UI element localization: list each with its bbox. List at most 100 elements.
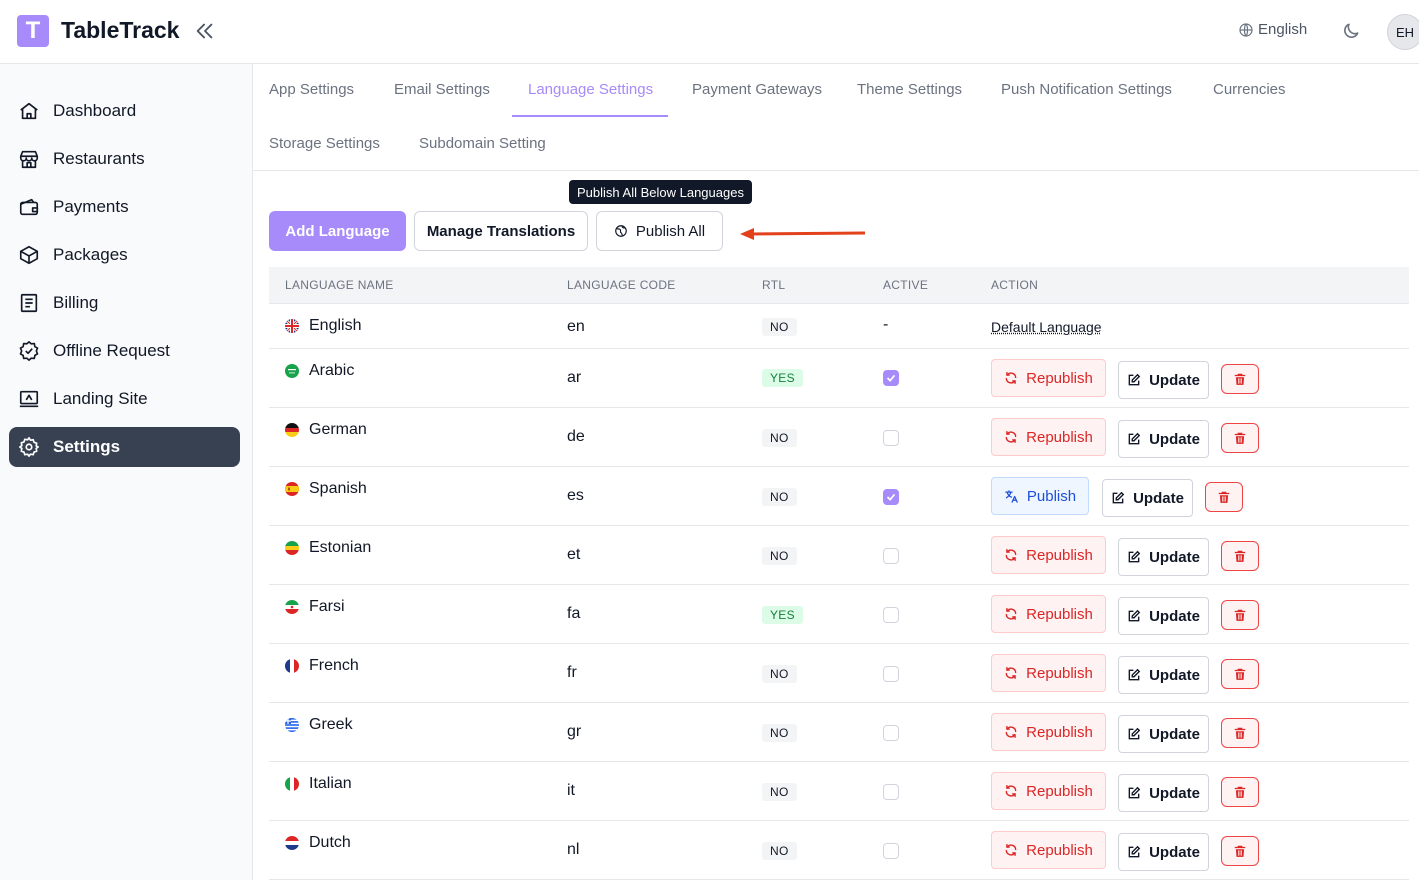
sidebar-item-offline-request[interactable]: Offline Request <box>9 331 240 371</box>
update-button[interactable]: Update <box>1118 420 1209 458</box>
update-button[interactable]: Update <box>1118 538 1209 576</box>
refresh-icon <box>1004 725 1018 739</box>
moon-icon[interactable] <box>1341 21 1361 41</box>
active-checkbox[interactable] <box>883 725 899 741</box>
update-label: Update <box>1149 667 1200 684</box>
tab-email-settings[interactable]: Email Settings <box>394 81 490 98</box>
delete-button[interactable] <box>1221 659 1259 689</box>
publish-all-button[interactable]: Publish All <box>596 211 723 251</box>
update-label: Update <box>1133 490 1184 507</box>
sidebar-item-dashboard[interactable]: Dashboard <box>9 91 240 131</box>
home-icon <box>18 100 40 122</box>
active-checkbox[interactable] <box>883 666 899 682</box>
manage-translations-button[interactable]: Manage Translations <box>414 211 588 251</box>
update-button[interactable]: Update <box>1102 479 1193 517</box>
delete-button[interactable] <box>1221 364 1259 394</box>
language-name-cell: French <box>285 657 359 675</box>
uk-flag-icon <box>285 319 299 333</box>
republish-button[interactable]: Republish <box>991 713 1106 751</box>
republish-button[interactable]: Republish <box>991 772 1106 810</box>
delete-button[interactable] <box>1221 600 1259 630</box>
language-selector[interactable]: English <box>1238 21 1307 38</box>
active-checkbox[interactable] <box>883 370 899 386</box>
delete-button[interactable] <box>1221 423 1259 453</box>
update-button[interactable]: Update <box>1118 361 1209 399</box>
update-button[interactable]: Update <box>1118 833 1209 871</box>
sidebar-item-packages[interactable]: Packages <box>9 235 240 275</box>
republish-button[interactable]: Republish <box>991 359 1106 397</box>
update-button[interactable]: Update <box>1118 656 1209 694</box>
sidebar-item-restaurants[interactable]: Restaurants <box>9 139 240 179</box>
delete-button[interactable] <box>1221 541 1259 571</box>
add-language-button[interactable]: Add Language <box>269 211 406 251</box>
delete-button[interactable] <box>1221 836 1259 866</box>
tab-currencies[interactable]: Currencies <box>1213 81 1286 98</box>
refresh-icon <box>1004 371 1018 385</box>
language-name-cell: Farsi <box>285 598 345 616</box>
active-dash: - <box>883 316 888 334</box>
sidebar: Dashboard Restaurants Payments Packages … <box>0 64 253 880</box>
active-checkbox[interactable] <box>883 548 899 564</box>
sidebar-item-landing-site[interactable]: Landing Site <box>9 379 240 419</box>
active-checkbox[interactable] <box>883 489 899 505</box>
sidebar-item-label: Dashboard <box>53 101 136 121</box>
spain-flag-icon <box>285 482 299 496</box>
delete-button[interactable] <box>1221 777 1259 807</box>
active-checkbox[interactable] <box>883 430 899 446</box>
brand-name[interactable]: TableTrack <box>61 17 179 44</box>
app-logo[interactable]: T <box>17 15 49 47</box>
publish-button[interactable]: Publish <box>991 477 1089 515</box>
store-icon <box>18 148 40 170</box>
language-name: German <box>309 421 367 439</box>
sidebar-item-settings[interactable]: Settings <box>9 427 240 467</box>
refresh-icon <box>1004 430 1018 444</box>
republish-button[interactable]: Republish <box>991 536 1106 574</box>
publish-label: Publish <box>1027 488 1076 505</box>
avatar[interactable]: EH <box>1387 14 1419 50</box>
tabs-divider <box>253 170 1419 171</box>
republish-button[interactable]: Republish <box>991 595 1106 633</box>
update-button[interactable]: Update <box>1118 715 1209 753</box>
tab-push-notification-settings[interactable]: Push Notification Settings <box>1001 81 1172 98</box>
collapse-sidebar-icon[interactable] <box>194 20 216 42</box>
box-icon <box>18 244 40 266</box>
active-checkbox[interactable] <box>883 843 899 859</box>
language-name: Farsi <box>309 598 345 616</box>
tab-subdomain-setting[interactable]: Subdomain Setting <box>419 135 546 152</box>
arrow-left-icon <box>738 226 868 242</box>
delete-button[interactable] <box>1221 718 1259 748</box>
republish-label: Republish <box>1026 370 1093 387</box>
republish-button[interactable]: Republish <box>991 654 1106 692</box>
tab-language-settings[interactable]: Language Settings <box>528 81 653 98</box>
language-code: fa <box>567 605 580 623</box>
edit-icon <box>1127 845 1141 859</box>
tab-theme-settings[interactable]: Theme Settings <box>857 81 962 98</box>
sidebar-item-billing[interactable]: Billing <box>9 283 240 323</box>
top-bar: T TableTrack English EH <box>0 0 1419 64</box>
table-row: Farsi fa YES Republish Update <box>269 585 1409 644</box>
delete-button[interactable] <box>1205 482 1243 512</box>
tab-storage-settings[interactable]: Storage Settings <box>269 135 380 152</box>
language-name-cell: English <box>285 317 361 335</box>
tab-app-settings[interactable]: App Settings <box>269 81 354 98</box>
language-name: Greek <box>309 716 353 734</box>
language-code: gr <box>567 723 581 741</box>
table-row: Greek gr NO Republish Update <box>269 703 1409 762</box>
active-checkbox[interactable] <box>883 607 899 623</box>
refresh-icon <box>1004 548 1018 562</box>
edit-icon <box>1127 609 1141 623</box>
monitor-icon <box>18 388 40 410</box>
edit-icon <box>1127 373 1141 387</box>
sidebar-item-payments[interactable]: Payments <box>9 187 240 227</box>
rtl-badge: NO <box>762 488 797 506</box>
default-language-link[interactable]: Default Language <box>991 319 1102 335</box>
update-button[interactable]: Update <box>1118 597 1209 635</box>
language-label: English <box>1258 21 1307 38</box>
update-button[interactable]: Update <box>1118 774 1209 812</box>
france-flag-icon <box>285 659 299 673</box>
republish-button[interactable]: Republish <box>991 831 1106 869</box>
netherlands-flag-icon <box>285 836 299 850</box>
tab-payment-gateways[interactable]: Payment Gateways <box>692 81 822 98</box>
republish-button[interactable]: Republish <box>991 418 1106 456</box>
active-checkbox[interactable] <box>883 784 899 800</box>
